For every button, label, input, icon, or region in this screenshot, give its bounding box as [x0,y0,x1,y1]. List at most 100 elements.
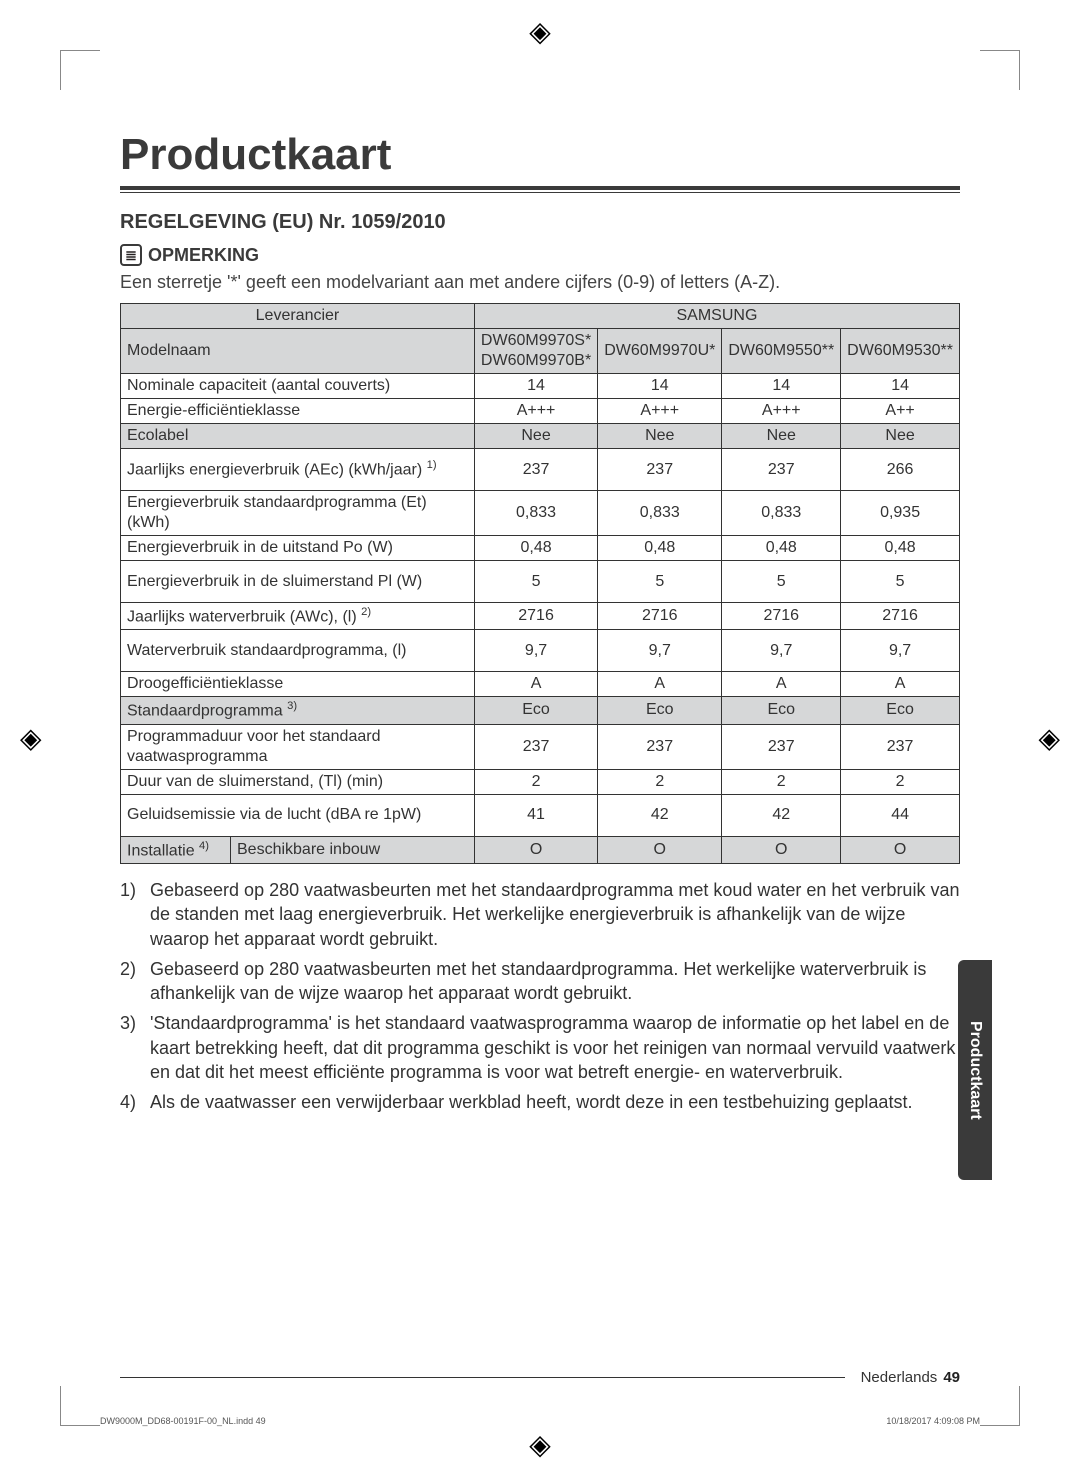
row-6-col-2: 5 [722,561,841,603]
row-8-col-1: 9,7 [598,630,722,672]
row-label-6: Energieverbruik in de sluimerstand Pl (W… [121,561,475,603]
row-9-col-0: A [474,672,597,697]
footnote-1: 1)Gebaseerd op 280 vaatwasbeurten met he… [120,878,960,951]
crop-mark [60,1386,100,1426]
row-2-col-2: Nee [722,424,841,449]
row-13-col-2: 42 [722,794,841,836]
row-1-col-2: A+++ [722,399,841,424]
row-10-col-0: Eco [474,697,597,724]
footnote-4: 4)Als de vaatwasser een verwijderbaar we… [120,1090,960,1114]
row-label-7: Jaarlijks waterverbruik (AWc), (l) 2) [121,603,475,630]
row-5-col-2: 0,48 [722,536,841,561]
row-12-col-0: 2 [474,769,597,794]
row-11-col-0: 237 [474,724,597,769]
model-col-0: DW60M9970S*DW60M9970B* [474,329,597,374]
install-col-2: O [722,836,841,863]
row-12-col-3: 2 [841,769,960,794]
page-footer: Nederlands 49 [120,1369,960,1386]
row-2-col-0: Nee [474,424,597,449]
registration-mark: ◈ [20,722,42,755]
registration-mark: ◈ [1038,722,1060,755]
supplier-label: Leverancier [121,304,475,329]
title-rule [120,186,960,190]
row-10-col-2: Eco [722,697,841,724]
row-0-col-3: 14 [841,374,960,399]
crop-mark [980,1386,1020,1426]
footer-rule [120,1377,845,1378]
note-text: Een sterretje '*' geeft een modelvariant… [120,272,960,293]
row-0-col-0: 14 [474,374,597,399]
model-col-1: DW60M9970U* [598,329,722,374]
row-9-col-2: A [722,672,841,697]
row-12-col-2: 2 [722,769,841,794]
row-label-11: Programmaduur voor het standaard vaatwas… [121,724,475,769]
row-7-col-1: 2716 [598,603,722,630]
row-10-col-1: Eco [598,697,722,724]
note-icon: ≣ [120,244,142,266]
imprint-right: 10/18/2017 4:09:08 PM [886,1416,980,1426]
row-label-2: Ecolabel [121,424,475,449]
row-7-col-2: 2716 [722,603,841,630]
row-4-col-2: 0,833 [722,491,841,536]
row-2-col-1: Nee [598,424,722,449]
install-label-2: Beschikbare inbouw [231,836,475,863]
row-10-col-3: Eco [841,697,960,724]
model-col-3: DW60M9530** [841,329,960,374]
row-11-col-3: 237 [841,724,960,769]
side-tab-label: Productkaart [966,1021,984,1120]
install-col-1: O [598,836,722,863]
row-label-5: Energieverbruik in de uitstand Po (W) [121,536,475,561]
row-13-col-3: 44 [841,794,960,836]
page-title: Productkaart [120,130,960,180]
row-13-col-1: 42 [598,794,722,836]
row-0-col-1: 14 [598,374,722,399]
footnote-2: 2)Gebaseerd op 280 vaatwasbeurten met he… [120,957,960,1006]
row-label-13: Geluidsemissie via de lucht (dBA re 1pW) [121,794,475,836]
note-label: OPMERKING [148,245,259,266]
row-1-col-1: A+++ [598,399,722,424]
row-label-8: Waterverbruik standaardprogramma, (l) [121,630,475,672]
footer-page-number: 49 [943,1369,960,1386]
row-13-col-0: 41 [474,794,597,836]
row-5-col-3: 0,48 [841,536,960,561]
install-col-3: O [841,836,960,863]
row-label-4: Energieverbruik standaardprogramma (Et) … [121,491,475,536]
row-2-col-3: Nee [841,424,960,449]
row-9-col-3: A [841,672,960,697]
imprint-left: DW9000M_DD68-00191F-00_NL.indd 49 [100,1416,266,1426]
model-label: Modelnaam [121,329,475,374]
row-label-12: Duur van de sluimerstand, (Tl) (min) [121,769,475,794]
row-5-col-0: 0,48 [474,536,597,561]
crop-mark [60,50,100,90]
row-label-9: Droogefficiëntieklasse [121,672,475,697]
row-3-col-0: 237 [474,449,597,491]
install-col-0: O [474,836,597,863]
row-1-col-3: A++ [841,399,960,424]
row-9-col-1: A [598,672,722,697]
row-6-col-0: 5 [474,561,597,603]
row-8-col-2: 9,7 [722,630,841,672]
row-4-col-1: 0,833 [598,491,722,536]
title-rule-thin [120,192,960,193]
row-label-10: Standaardprogramma 3) [121,697,475,724]
row-7-col-0: 2716 [474,603,597,630]
registration-mark: ◈ [529,15,551,48]
row-12-col-1: 2 [598,769,722,794]
row-0-col-2: 14 [722,374,841,399]
regulation-heading: REGELGEVING (EU) Nr. 1059/2010 [120,211,960,234]
row-7-col-3: 2716 [841,603,960,630]
install-label-1: Installatie 4) [121,836,231,863]
row-3-col-2: 237 [722,449,841,491]
row-4-col-0: 0,833 [474,491,597,536]
registration-mark: ◈ [529,1428,551,1461]
row-4-col-3: 0,935 [841,491,960,536]
row-8-col-3: 9,7 [841,630,960,672]
supplier-value: SAMSUNG [474,304,959,329]
row-label-3: Jaarlijks energieverbruik (AEc) (kWh/jaa… [121,449,475,491]
row-11-col-1: 237 [598,724,722,769]
crop-mark [980,50,1020,90]
model-col-2: DW60M9550** [722,329,841,374]
row-1-col-0: A+++ [474,399,597,424]
row-3-col-1: 237 [598,449,722,491]
row-8-col-0: 9,7 [474,630,597,672]
